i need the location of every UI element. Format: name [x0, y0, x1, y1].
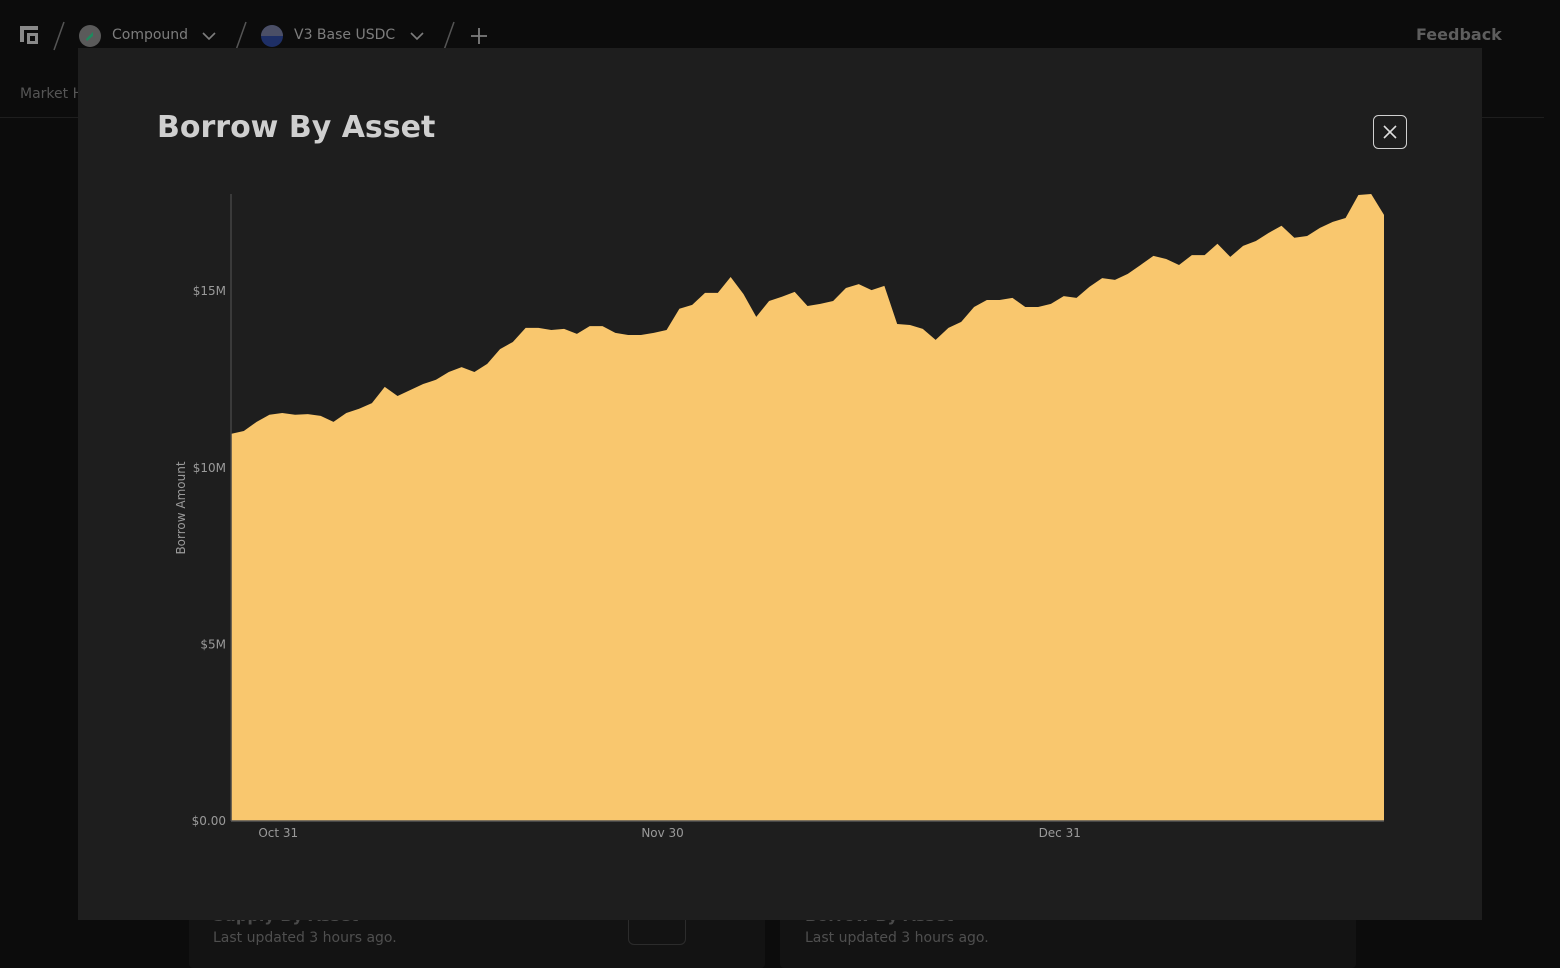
protocol-name[interactable]: Compound: [112, 27, 189, 43]
protocol-icon: [79, 25, 101, 47]
y-tick-label: $15M: [193, 284, 226, 298]
close-button[interactable]: [1373, 115, 1407, 149]
y-tick-label: $10M: [193, 461, 226, 475]
y-tick-label: $0.00: [192, 814, 226, 828]
market-name[interactable]: V3 Base USDC: [294, 27, 396, 43]
separator: [53, 21, 65, 51]
tab[interactable]: Market H: [20, 86, 84, 102]
market-icon: [261, 25, 283, 47]
chevron[interactable]: [200, 28, 218, 44]
x-tick-label: Nov 30: [641, 826, 684, 840]
modal-title: Borrow By Asset: [157, 110, 436, 145]
card-subtitle: Last updated 3 hours ago.: [213, 930, 397, 946]
logo[interactable]: [18, 24, 42, 48]
area: [231, 194, 1384, 821]
add-button[interactable]: [469, 26, 489, 46]
card-subtitle: Last updated 3 hours ago.: [805, 930, 989, 946]
y-tick-label: $5M: [200, 637, 226, 651]
x-tick-label: Oct 31: [258, 826, 298, 840]
separator: [443, 21, 455, 51]
chevron[interactable]: [408, 28, 426, 44]
x-tick-label: Dec 31: [1039, 826, 1081, 840]
separator: [235, 21, 247, 51]
feedback-button[interactable]: Feedback: [1416, 25, 1502, 44]
y-axis-label: Borrow Amount: [174, 461, 188, 554]
